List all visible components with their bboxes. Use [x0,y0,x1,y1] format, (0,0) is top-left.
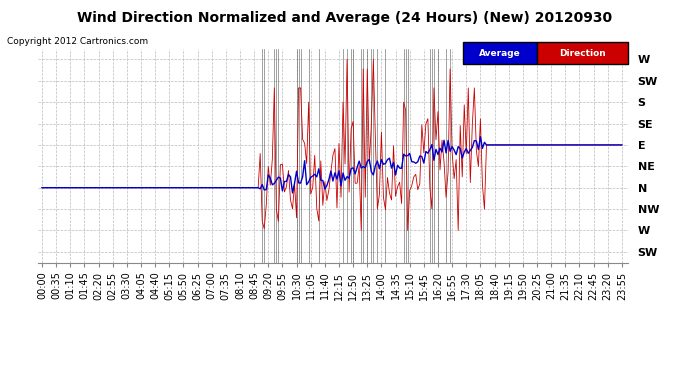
Text: Copyright 2012 Cartronics.com: Copyright 2012 Cartronics.com [7,38,148,46]
Text: Wind Direction Normalized and Average (24 Hours) (New) 20120930: Wind Direction Normalized and Average (2… [77,11,613,25]
